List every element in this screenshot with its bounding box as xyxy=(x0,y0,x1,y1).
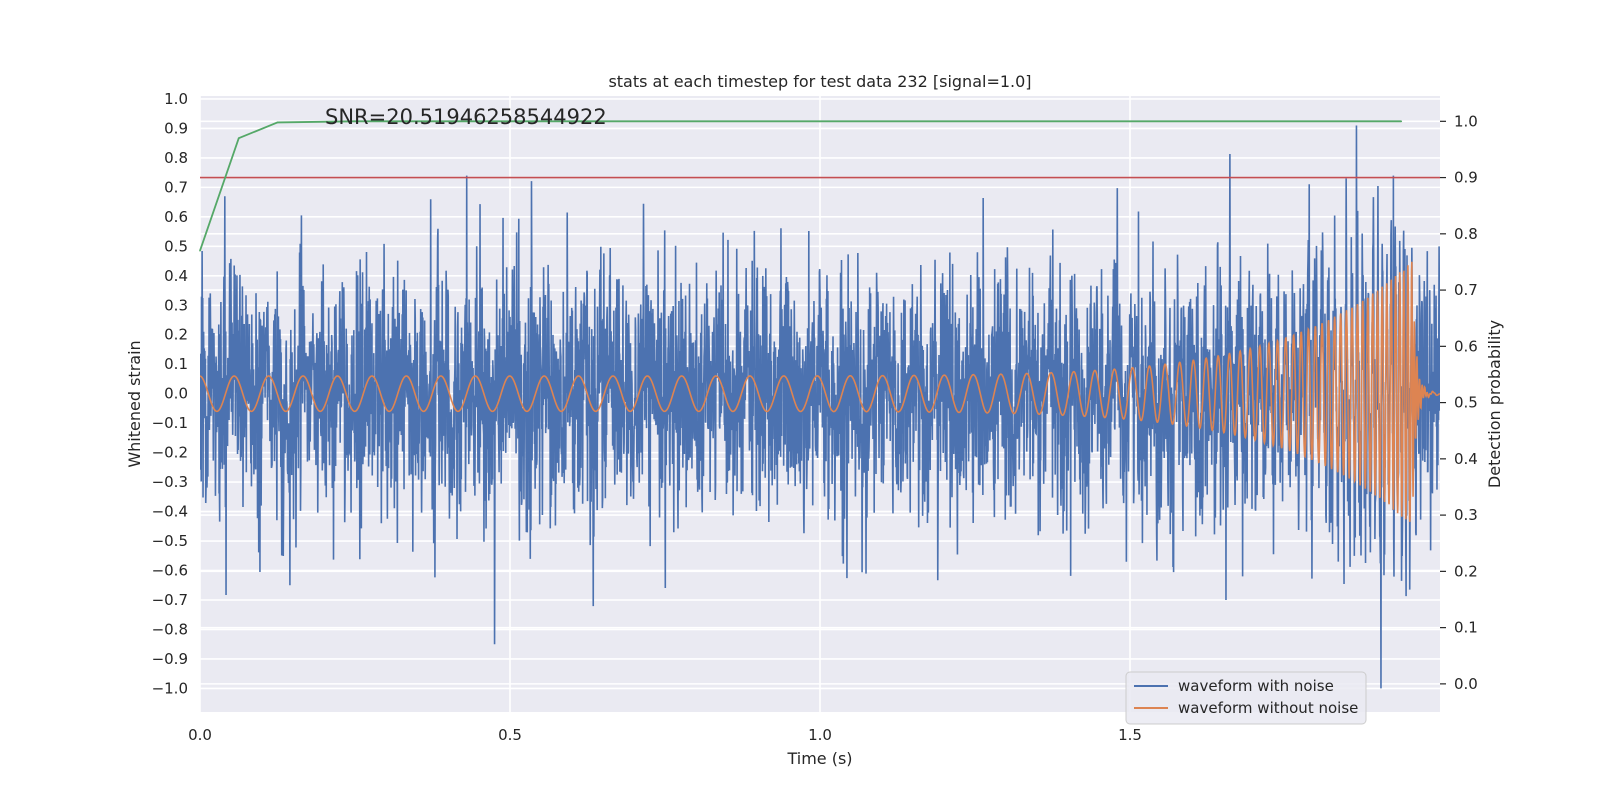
y-tick-label-minus-0-9: −0.9 xyxy=(152,650,188,668)
y-tick-label-0-3: 0.3 xyxy=(164,296,188,314)
y-right-axis-label: Detection probability xyxy=(1485,320,1504,488)
y-tick-label-0-1: 0.1 xyxy=(164,355,188,373)
y-tick-label-0-5: 0.5 xyxy=(164,237,188,255)
y-tick-label-0-4: 0.4 xyxy=(164,267,188,285)
y-tick-label-minus-0-3: −0.3 xyxy=(152,473,188,491)
detection-probability-point xyxy=(819,120,821,123)
detection-probability-point xyxy=(276,121,279,124)
detection-probability-point xyxy=(509,120,511,123)
y-tick-label-minus-0-6: −0.6 xyxy=(152,562,188,580)
y-axis-label: Whitened strain xyxy=(125,340,144,467)
detection-probability-point xyxy=(237,137,240,139)
y-tick-label-0-9: 0.9 xyxy=(164,119,188,137)
y-tick-label-minus-0-4: −0.4 xyxy=(152,503,188,521)
detection-probability-line xyxy=(199,120,1402,251)
y-right-tick-label-0-8: 0.8 xyxy=(1454,225,1478,243)
y-right-tick-label-0-2: 0.2 xyxy=(1454,562,1478,580)
x-tick-label-0-0: 0.0 xyxy=(188,726,212,744)
axes: 0.0 0.5 1.0 1.5 −1.0 −0.9 −0.8 −0.7 −0.6 −0.5 −0.4… xyxy=(152,90,1478,744)
detection-probability-point xyxy=(1129,120,1131,123)
y-right-tick-label-0-3: 0.3 xyxy=(1454,506,1478,524)
y-tick-label-0-8: 0.8 xyxy=(164,149,188,167)
y-tick-label-minus-0-1: −0.1 xyxy=(152,414,188,432)
series-waveform-without-noise xyxy=(200,261,1440,522)
y-tick-label-0-6: 0.6 xyxy=(164,208,188,226)
y-right-tick-label-0-4: 0.4 xyxy=(1454,450,1478,468)
x-axis-label: Time (s) xyxy=(786,749,852,768)
x-tick-label-0-5: 0.5 xyxy=(498,726,522,744)
y-right-tick-label-1-0: 1.0 xyxy=(1454,112,1478,130)
y-right-tick-label-0-9: 0.9 xyxy=(1454,169,1478,187)
y-right-tick-label-0-5: 0.5 xyxy=(1454,394,1478,412)
y-right-tick-label-0-0: 0.0 xyxy=(1454,675,1478,693)
y-tick-label-0-2: 0.2 xyxy=(164,326,188,344)
x-tick-label-1-5: 1.5 xyxy=(1118,726,1142,744)
y-right-tick-label-0-6: 0.6 xyxy=(1454,337,1478,355)
y-tick-label-1-0: 1.0 xyxy=(164,90,188,108)
y-tick-label-0-0: 0.0 xyxy=(164,385,188,403)
y-tick-label-minus-0-5: −0.5 xyxy=(152,532,188,550)
legend-label-waveform-without-noise: waveform without noise xyxy=(1178,699,1358,717)
legend: waveform with noise waveform without noi… xyxy=(1125,671,1367,725)
detection-probability-point xyxy=(1400,120,1403,123)
series-layer xyxy=(199,120,1440,689)
x-tick-label-1-0: 1.0 xyxy=(808,726,832,744)
detection-probability-point xyxy=(354,120,356,123)
y-right-tick-label-0-7: 0.7 xyxy=(1454,281,1478,299)
snr-annotation: SNR=20.51946258544922 xyxy=(325,105,607,129)
detection-probability-point xyxy=(199,249,201,252)
y-tick-label-minus-1-0: −1.0 xyxy=(152,679,188,697)
y-right-tick-label-0-1: 0.1 xyxy=(1454,619,1478,637)
y-tick-label-minus-0-2: −0.2 xyxy=(152,444,188,462)
legend-box xyxy=(1125,671,1367,725)
y-tick-label-0-7: 0.7 xyxy=(164,178,188,196)
chart-title: stats at each timestep for test data 232… xyxy=(608,72,1031,91)
y-tick-label-minus-0-7: −0.7 xyxy=(152,591,188,609)
legend-label-waveform-with-noise: waveform with noise xyxy=(1178,677,1334,695)
y-tick-label-minus-0-8: −0.8 xyxy=(152,620,188,638)
